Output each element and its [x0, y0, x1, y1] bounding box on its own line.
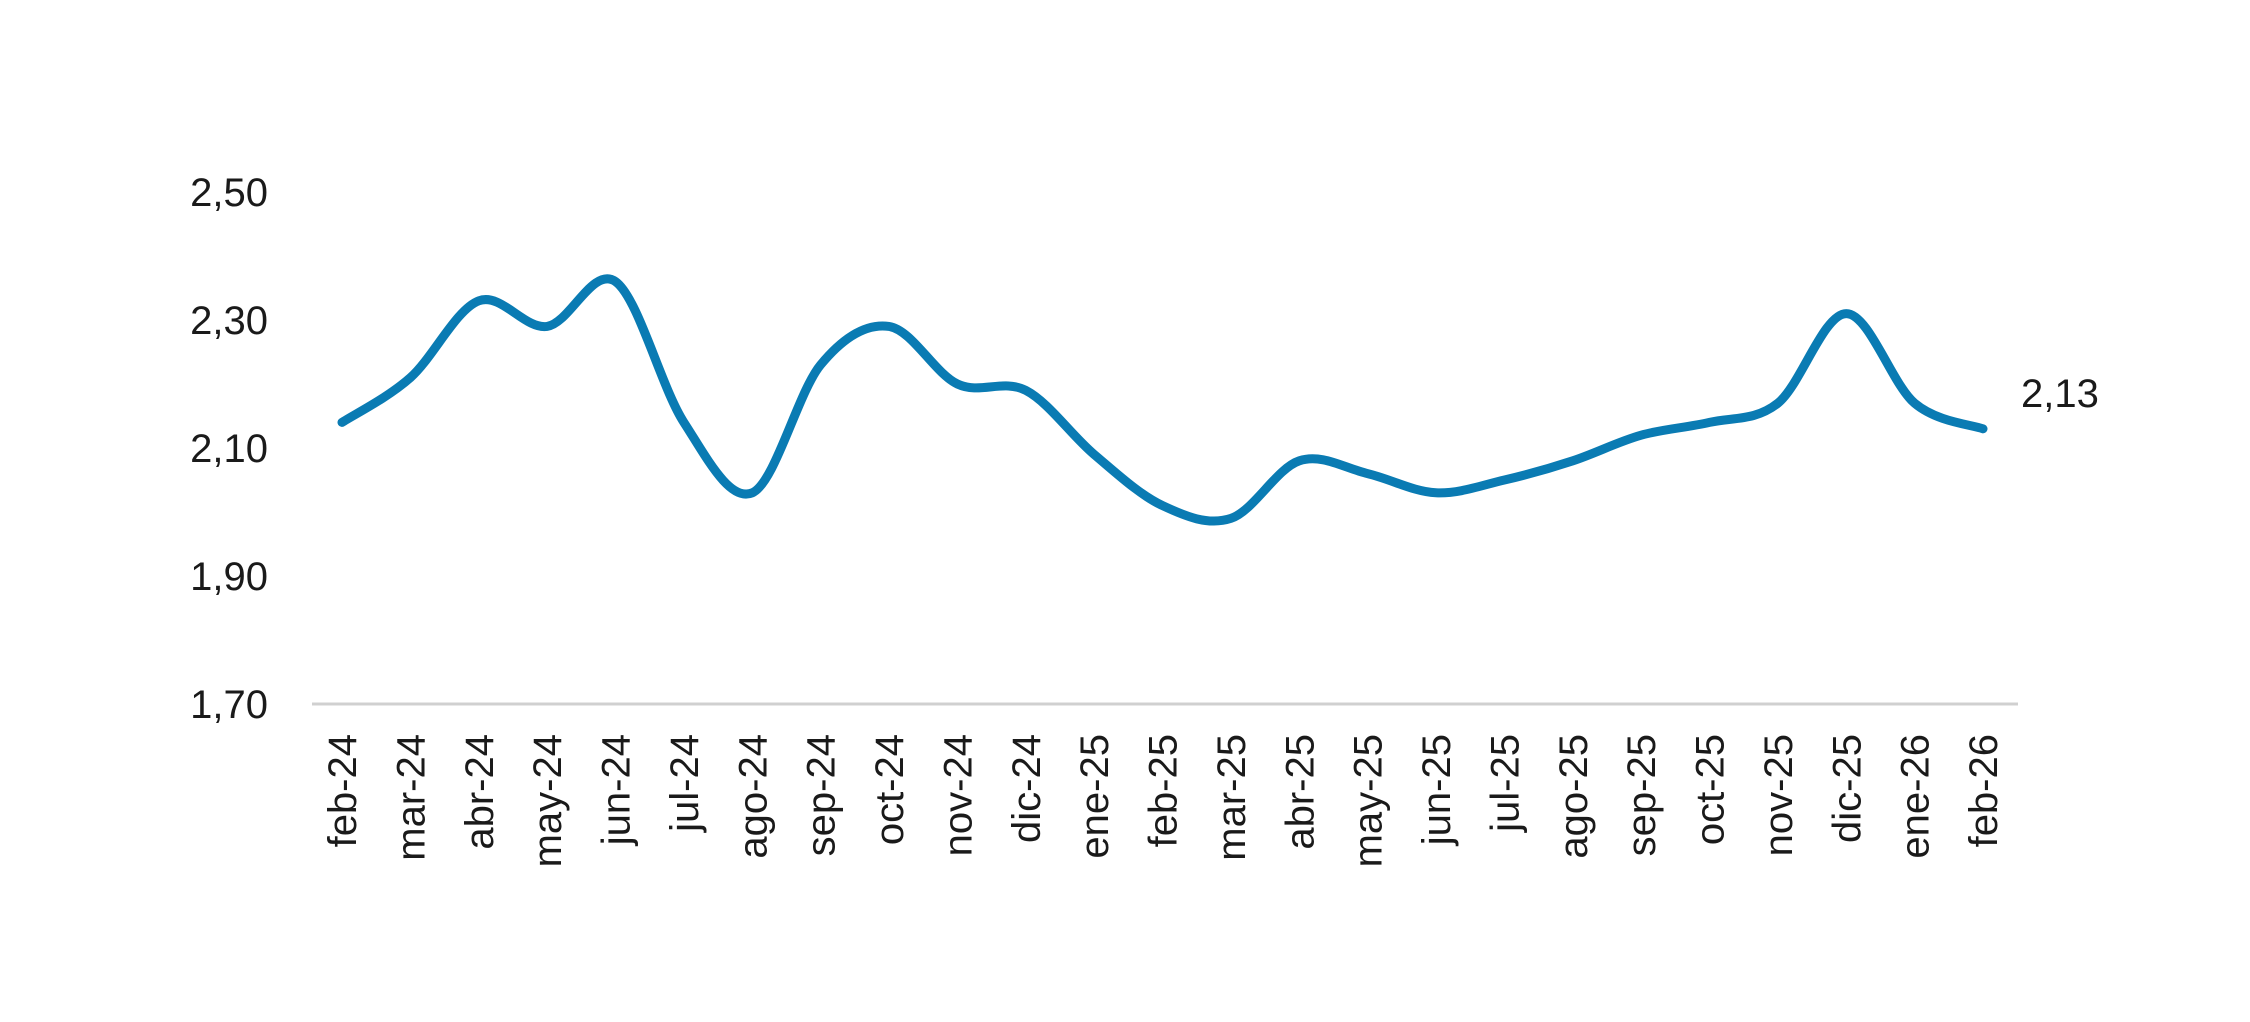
y-tick-label: 2,50 — [190, 171, 268, 215]
y-tick-label: 2,10 — [190, 427, 268, 471]
y-tick-label: 1,90 — [190, 555, 268, 599]
x-tick-label: oct-25 — [1689, 734, 1733, 845]
x-tick-label: jul-25 — [1483, 734, 1527, 833]
x-tick-label: mar-24 — [389, 734, 433, 861]
x-tick-label: nov-25 — [1757, 734, 1801, 856]
x-tick-label: jun-24 — [595, 734, 639, 846]
x-tick-label: dic-24 — [1005, 734, 1049, 843]
x-tick-label: jul-24 — [663, 734, 707, 833]
x-tick-label: feb-24 — [321, 734, 365, 847]
x-tick-label: mar-25 — [1210, 734, 1254, 861]
y-axis-ticks: 1,70 1,90 2,10 2,30 2,50 — [190, 171, 268, 727]
y-tick-label: 1,70 — [190, 683, 268, 727]
y-tick-label: 2,30 — [190, 299, 268, 343]
x-tick-label: sep-25 — [1620, 734, 1664, 856]
x-tick-label: dic-25 — [1825, 734, 1869, 843]
x-tick-label: ene-26 — [1894, 734, 1938, 859]
end-value-label: 2,13 — [2021, 372, 2099, 416]
x-axis-ticks: feb-24 mar-24 abr-24 may-24 jun-24 jul-24 ago-… — [321, 734, 2006, 867]
x-tick-label: oct-24 — [868, 734, 912, 845]
x-tick-label: nov-24 — [936, 734, 980, 856]
x-tick-label: may-25 — [1347, 734, 1391, 867]
x-tick-label: abr-24 — [458, 734, 502, 850]
x-tick-label: ago-24 — [731, 734, 775, 859]
x-tick-label: sep-24 — [800, 734, 844, 856]
x-tick-label: ago-25 — [1552, 734, 1596, 859]
x-tick-label: may-24 — [526, 734, 570, 867]
x-tick-label: abr-25 — [1278, 734, 1322, 850]
x-tick-label: feb-26 — [1962, 734, 2006, 847]
x-tick-label: jun-25 — [1415, 734, 1459, 846]
x-tick-label: ene-25 — [1073, 734, 1117, 859]
x-tick-label: feb-25 — [1142, 734, 1186, 847]
series-line — [337, 274, 1988, 526]
